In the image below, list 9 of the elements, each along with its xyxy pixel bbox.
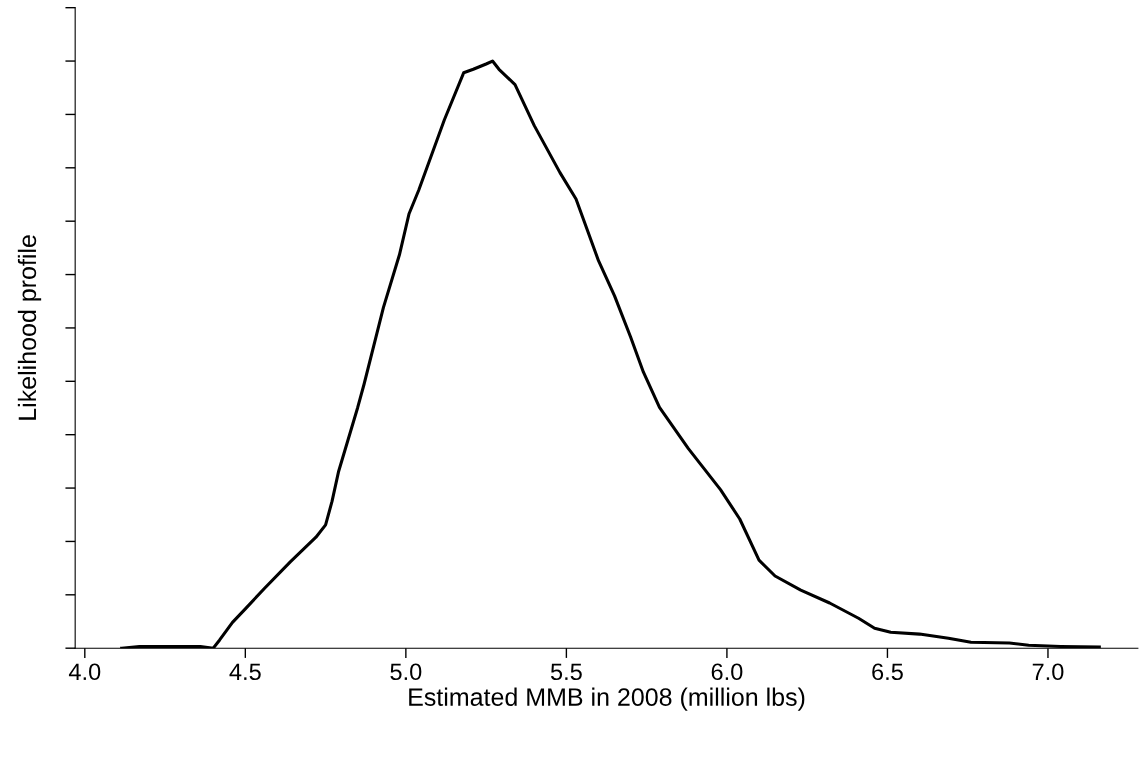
x-tick-label: 5.5 (550, 663, 582, 681)
x-tick-label: 6.5 (872, 663, 903, 681)
x-tick-label: 4.0 (68, 663, 101, 681)
x-tick-label: 6.0 (711, 663, 743, 681)
x-tick-label: 5.0 (390, 663, 422, 681)
x-axis-title: Estimated MMB in 2008 (million lbs) (409, 687, 805, 711)
y-axis-title: Likelihood profile (17, 235, 42, 420)
x-tick-label: 7.0 (1032, 663, 1064, 681)
x-tick-label: 4.5 (229, 663, 261, 681)
